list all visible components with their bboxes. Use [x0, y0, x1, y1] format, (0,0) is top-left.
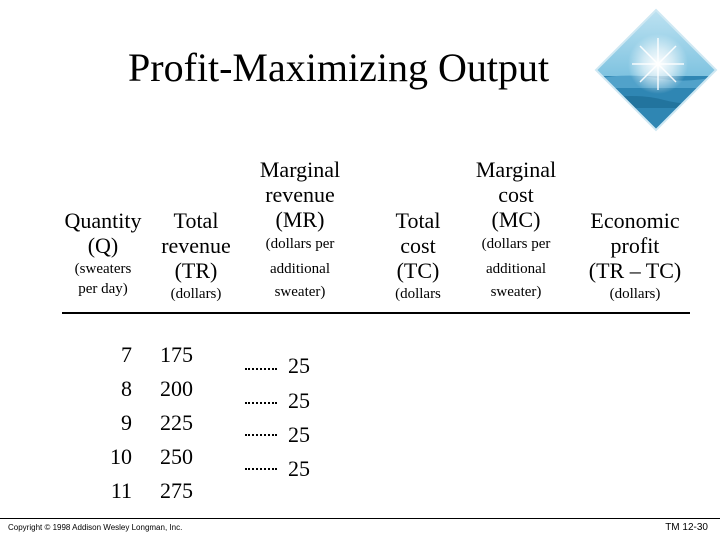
header-quantity-line3: (sweaters [74, 261, 132, 277]
header-marginal-cost-line2: cost [498, 182, 534, 207]
header-quantity-line4: per day) [78, 281, 128, 297]
total-revenue-cell: 275 [160, 478, 193, 503]
marginal-revenue-value: 25 [288, 388, 310, 413]
header-marginal-revenue-line2: revenue [265, 182, 335, 207]
header-total-revenue-line2: revenue [161, 233, 231, 258]
total-revenue-cell: 250 [160, 444, 193, 469]
total-revenue-cell: 175 [160, 342, 193, 367]
header-quantity-line1: Quantity [64, 208, 142, 233]
header-marginal-cost-line1: Marginal [475, 157, 557, 182]
header-total-cost-line3: (TC) [396, 258, 440, 283]
header-economic-profit-line4: (dollars) [609, 286, 661, 302]
header-total-cost-line2: cost [400, 233, 436, 258]
total-revenue-column: 175 200 225 250 275 [160, 338, 210, 508]
marginal-revenue-value: 25 [288, 353, 310, 378]
ocean-sunburst-image [594, 8, 718, 132]
header-marginal-cost-line6: sweater) [490, 284, 542, 300]
header-marginal-cost-line3: (MC) [491, 207, 541, 232]
total-revenue-cell: 225 [160, 410, 193, 435]
header-marginal-cost-line5: additional [486, 261, 546, 277]
header-quantity: Quantity (Q) (sweaters per day) [58, 208, 148, 300]
header-total-cost-line4: (dollars [395, 286, 441, 302]
header-marginal-revenue-line4: (dollars per [265, 236, 335, 252]
quantity-cell: 9 [121, 410, 132, 435]
quantity-cell: 7 [121, 342, 132, 367]
ocean-sunburst-icon [594, 8, 718, 132]
quantity-cell: 11 [110, 478, 132, 503]
quantity-cell: 8 [121, 376, 132, 401]
quantity-column: 7 8 9 10 11 [90, 338, 132, 508]
header-quantity-line2: (Q) [87, 233, 119, 258]
header-marginal-revenue-line3: (MR) [275, 207, 325, 232]
header-economic-profit-line3: (TR – TC) [588, 258, 682, 283]
marginal-revenue-value: 25 [288, 456, 310, 481]
dotted-connector [245, 434, 277, 436]
quantity-cell: 10 [110, 444, 132, 469]
header-total-revenue-line1: Total [173, 208, 219, 233]
header-economic-profit-line1: Economic [590, 208, 680, 233]
dotted-connector [245, 368, 277, 370]
header-marginal-revenue-line5: additional [270, 261, 330, 277]
header-divider [62, 312, 690, 314]
slide-title: Profit-Maximizing Output [128, 45, 550, 90]
dotted-connector [245, 402, 277, 404]
header-economic-profit-line2: profit [610, 233, 660, 258]
header-total-cost-line1: Total [395, 208, 441, 233]
header-total-revenue: Total revenue (TR) (dollars) [150, 208, 242, 305]
header-marginal-revenue: Marginal revenue (MR) (dollars per addit… [246, 157, 354, 303]
header-marginal-revenue-line6: sweater) [274, 284, 326, 300]
header-total-revenue-line3: (TR) [174, 258, 218, 283]
header-marginal-revenue-line1: Marginal [259, 157, 341, 182]
marginal-revenue-value: 25 [288, 422, 310, 447]
header-economic-profit: Economic profit (TR – TC) (dollars) [578, 208, 692, 305]
header-total-cost: Total cost (TC) (dollars [378, 208, 458, 305]
header-marginal-cost-line4: (dollars per [481, 236, 551, 252]
total-revenue-cell: 200 [160, 376, 193, 401]
copyright-notice: Copyright © 1998 Addison Wesley Longman,… [8, 523, 183, 532]
slide-number: TM 12-30 [665, 522, 708, 533]
header-marginal-cost: Marginal cost (MC) (dollars per addition… [464, 157, 568, 303]
dotted-connector [245, 468, 277, 470]
footer-divider [0, 518, 720, 519]
header-total-revenue-line4: (dollars) [170, 286, 222, 302]
